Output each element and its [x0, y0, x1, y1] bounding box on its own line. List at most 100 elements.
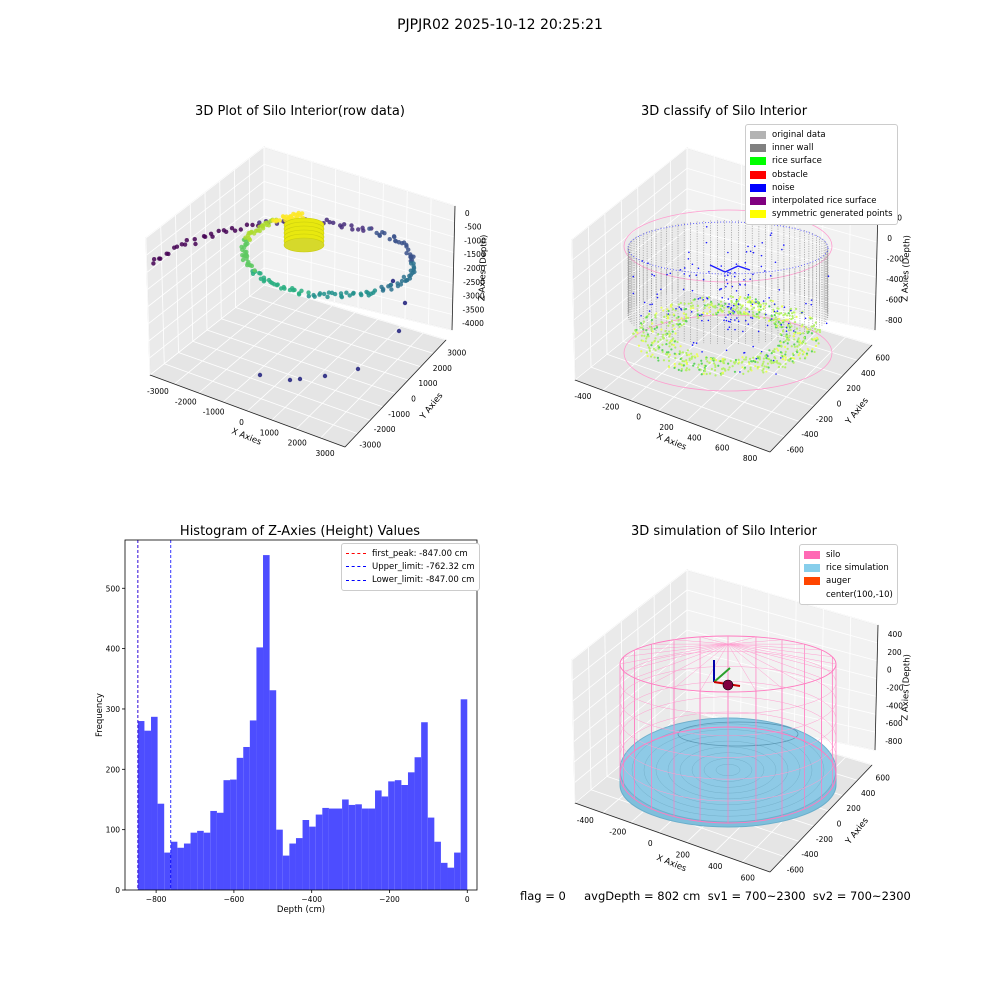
- cls-rice-point: [646, 354, 649, 358]
- sim-y-tick: 400: [861, 789, 876, 798]
- cls-rice-point: [705, 357, 708, 361]
- cls-noise-point: [785, 330, 788, 332]
- sim-y-tick: -200: [816, 835, 833, 844]
- cls-rice-point: [775, 347, 779, 350]
- cls-noise-point: [747, 245, 749, 248]
- cls-noise-point: [632, 275, 635, 278]
- raw-point: [210, 234, 215, 239]
- cls-rice-point: [816, 328, 819, 331]
- cls-rice-point: [737, 312, 740, 315]
- histogram-legend-swatch: [346, 579, 366, 581]
- cls-rice-point: [673, 340, 676, 343]
- histogram-bar: [407, 772, 415, 890]
- cls-rice-point: [653, 356, 656, 359]
- cls-rice-point: [747, 361, 751, 364]
- cls-rice-point: [674, 357, 677, 360]
- raw-x-label: X Axies: [230, 427, 263, 448]
- cls-rice-point: [736, 310, 739, 313]
- cls-rice-point: [713, 357, 716, 360]
- cls-noise-point: [748, 311, 751, 313]
- sim-auger-center: [722, 679, 734, 691]
- raw-point: [399, 240, 405, 246]
- sim-rice-ridge: [677, 721, 799, 747]
- raw-point: [296, 210, 301, 216]
- cls-rice-point: [762, 367, 765, 371]
- cls-noise-point: [726, 306, 729, 308]
- cls-rice-point: [668, 335, 671, 338]
- cls-rice-point: [650, 344, 653, 347]
- histogram-bar: [434, 841, 441, 890]
- cls-rice-point: [706, 312, 709, 315]
- histogram-bar: [177, 847, 184, 890]
- cls-rice-point: [714, 374, 717, 377]
- cls-rice-point: [685, 367, 688, 370]
- cls-rice-point: [666, 317, 669, 320]
- raw-point: [252, 268, 257, 273]
- raw-point: [166, 251, 171, 257]
- raw-y-label: Y Axies: [418, 391, 446, 423]
- histogram-bar: [328, 808, 336, 890]
- cls-rice-point: [793, 345, 797, 348]
- raw-y-tick: -3000: [359, 440, 381, 449]
- cls-rice-point: [761, 362, 765, 365]
- cls-rice-point: [731, 364, 734, 368]
- cls-rice-point: [776, 349, 780, 352]
- cls-rice-point: [748, 301, 751, 304]
- cls-rice-point: [665, 343, 668, 346]
- raw-x-tick: 2000: [288, 439, 307, 448]
- cls-noise-point: [750, 316, 752, 319]
- raw-x-tick: 1000: [260, 428, 279, 437]
- simulation-plot-title: 3D simulation of Silo Interior: [631, 524, 817, 539]
- cls-noise-point: [690, 311, 693, 313]
- cls-noise-point: [679, 269, 682, 271]
- cls-rice-point: [685, 362, 689, 366]
- cls-rice-point: [654, 314, 657, 317]
- histogram-chart: −800 −600 −400 −200 0 0 100 200 300 400 500 Depth (…: [95, 539, 478, 915]
- cls-noise-point: [762, 300, 765, 302]
- cls-rice-point: [801, 342, 804, 345]
- cls-rice-point: [683, 360, 686, 363]
- cls-noise-point: [752, 273, 754, 276]
- cls-rice-point: [789, 357, 792, 360]
- cls-noise-point: [726, 282, 729, 285]
- cls-rice-point: [712, 359, 715, 362]
- sim-x-tick: -200: [609, 827, 626, 836]
- cls-rice-point: [661, 335, 664, 338]
- cls-noise-point: [790, 309, 792, 312]
- cls-rice-point: [774, 311, 778, 314]
- cls-x-tick: 800: [743, 454, 758, 463]
- cls-rice-point: [654, 316, 657, 319]
- classify-legend-swatch: [750, 170, 766, 179]
- cls-rice-point: [806, 327, 809, 331]
- cls-y-tick: 0: [837, 400, 842, 409]
- cls-rice-point: [781, 358, 785, 361]
- cls-rice-point: [788, 326, 792, 329]
- histogram-bar: [170, 841, 178, 890]
- histogram-x-tick-label: −600: [224, 895, 245, 904]
- raw-point: [399, 278, 405, 284]
- raw-point: [377, 233, 383, 239]
- cls-rice-point: [665, 339, 668, 342]
- raw-point: [260, 223, 265, 228]
- simulation-legend-item: center(100,-10): [804, 588, 893, 601]
- histogram-y-tick-label: 0: [115, 886, 120, 895]
- cls-noise-point: [699, 297, 701, 299]
- cls-rice-point: [646, 333, 649, 336]
- cls-rice-point: [632, 332, 635, 335]
- classify-legend-label: interpolated rice surface: [772, 196, 877, 207]
- cls-noise-point: [768, 297, 770, 299]
- cls-noise-point: [683, 273, 686, 275]
- cls-rice-point: [673, 362, 676, 365]
- cls-rice-point: [786, 314, 789, 317]
- cls-noise-point: [744, 261, 747, 264]
- raw-point: [258, 271, 263, 276]
- cls-rice-point: [664, 333, 667, 336]
- histogram-bar: [289, 843, 296, 890]
- cls-rice-point: [727, 310, 730, 313]
- cls-rice-point: [802, 339, 805, 342]
- raw-point: [339, 225, 344, 230]
- cls-noise-cluster: [709, 264, 751, 273]
- cls-rice-point: [802, 351, 806, 354]
- cls-rice-point: [685, 351, 688, 355]
- raw-point: [182, 242, 188, 247]
